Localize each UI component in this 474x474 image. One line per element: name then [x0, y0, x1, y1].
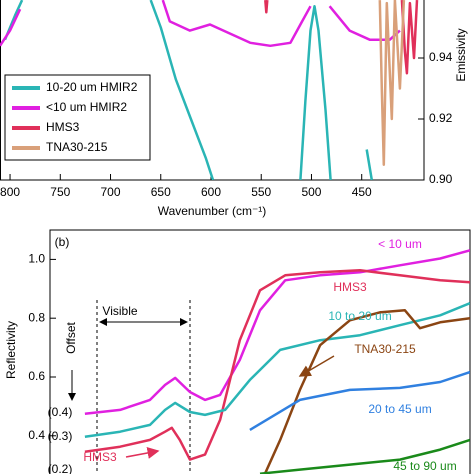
y-tick-label: 0.92	[429, 111, 453, 125]
plot-area	[84, 249, 470, 474]
series-line	[264, 0, 419, 75]
series-line	[259, 438, 470, 474]
plot-frame	[49, 229, 471, 474]
y-tick-label: 1.0	[28, 252, 45, 266]
y-axis-label: Reflectivity	[4, 321, 18, 379]
x-tick-label: 650	[151, 185, 171, 199]
legend-label: TNA30-215	[46, 140, 108, 154]
x-tick-label: 500	[301, 185, 321, 199]
tna-arrow	[298, 355, 335, 377]
series-line	[263, 309, 470, 474]
annotation: HMS3	[83, 450, 117, 464]
y-axis-label: Emissivity	[454, 28, 468, 81]
series-line	[378, 0, 406, 166]
annotation: (0.4)	[48, 405, 73, 419]
x-tick-label: 550	[251, 185, 271, 199]
x-tick-label: 700	[101, 185, 121, 199]
y-tick-label: 0.6	[28, 369, 45, 383]
annotation: < 10 um	[378, 237, 422, 251]
annotation: (b)	[55, 235, 70, 249]
x-tick-label: 600	[201, 185, 221, 199]
legend-label: HMS3	[46, 120, 80, 134]
y-tick-label: 0.4	[28, 428, 45, 442]
legend-label: <10 um HMIR2	[46, 100, 127, 114]
x-tick-label: 750	[50, 185, 70, 199]
series-line	[84, 269, 470, 461]
y-tick-label: 0.8	[28, 310, 45, 324]
annotation: Offset	[64, 321, 78, 353]
series-line	[249, 370, 470, 431]
annotation: (0.2)	[48, 462, 73, 474]
series-line	[84, 249, 470, 415]
x-tick-label: 800	[0, 185, 20, 199]
annotation: 20 to 45 um	[368, 402, 431, 416]
y-tick-label: 0.96	[429, 0, 453, 3]
annotation: TNA30-215	[354, 342, 416, 356]
annotation: 45 to 90 um	[393, 459, 456, 473]
annotation: 10 to 20 um	[328, 309, 391, 323]
annotation: (0.3)	[48, 429, 73, 443]
y-tick-label: 0.94	[429, 50, 453, 64]
x-tick-label: 450	[352, 185, 372, 199]
plot-area	[0, 0, 419, 180]
series-line	[0, 0, 401, 48]
legend-label: 10-20 um HMIR2	[46, 80, 138, 94]
hms3-arrow	[125, 447, 160, 459]
x-axis-label: Wavenumber (cm⁻¹)	[158, 204, 267, 218]
annotation: Visible	[102, 304, 137, 318]
series-line	[84, 302, 470, 438]
y-tick-label: 0.90	[429, 172, 453, 186]
series-line	[3, 0, 374, 180]
annotation: HMS3	[333, 280, 367, 294]
